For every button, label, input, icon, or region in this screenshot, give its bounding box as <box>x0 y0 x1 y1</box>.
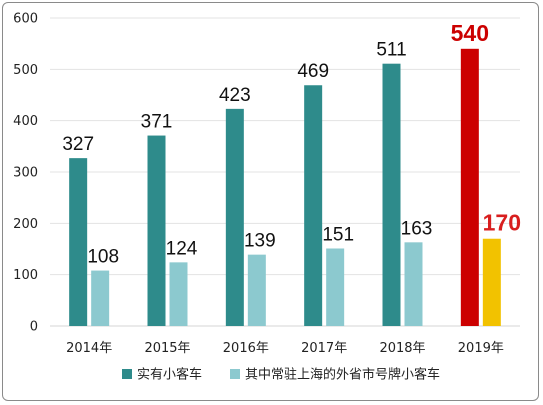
chart-frame <box>2 2 539 401</box>
data-label: 124 <box>166 238 198 259</box>
data-label: 511 <box>376 40 406 61</box>
bar-nonlocal <box>247 254 266 326</box>
bar-total <box>304 85 323 326</box>
y-tick-label: 300 <box>13 166 38 181</box>
bar-total <box>225 108 244 326</box>
data-label: 371 <box>141 112 173 133</box>
legend-swatch <box>122 369 132 379</box>
x-tick-label: 2018年 <box>379 341 425 356</box>
y-tick-label: 600 <box>13 12 38 27</box>
bar-nonlocal <box>482 238 501 326</box>
bar-nonlocal <box>91 270 110 326</box>
x-tick-label: 2014年 <box>66 341 112 356</box>
y-tick-label: 200 <box>13 217 38 232</box>
bar-nonlocal <box>326 248 345 326</box>
legend-label: 实有小客车 <box>137 367 202 383</box>
data-label: 469 <box>297 61 329 82</box>
data-label: 108 <box>87 247 119 268</box>
x-tick-label: 2015年 <box>144 341 190 356</box>
data-label: 163 <box>401 218 433 239</box>
data-label: 139 <box>244 231 276 252</box>
bar-nonlocal <box>404 242 423 326</box>
legend-swatch <box>230 369 240 379</box>
bar-nonlocal <box>169 262 188 326</box>
bar-total <box>460 48 479 327</box>
x-tick-label: 2017年 <box>301 341 347 356</box>
data-label: 423 <box>219 85 251 106</box>
data-label: 151 <box>322 224 354 245</box>
y-tick-label: 400 <box>13 114 38 129</box>
data-label-highlight: 170 <box>483 210 521 236</box>
bar-total <box>382 63 401 326</box>
legend-label: 其中常驻上海的外省市号牌小客车 <box>245 367 440 383</box>
bar-total <box>69 158 88 326</box>
data-label: 327 <box>62 134 94 155</box>
y-tick-label: 0 <box>30 320 38 335</box>
y-tick-label: 500 <box>13 63 38 78</box>
y-tick-label: 100 <box>13 268 38 283</box>
bar-total <box>147 135 166 326</box>
x-tick-label: 2019年 <box>458 341 504 356</box>
x-tick-label: 2016年 <box>223 341 269 356</box>
data-label-highlight: 540 <box>451 20 489 46</box>
